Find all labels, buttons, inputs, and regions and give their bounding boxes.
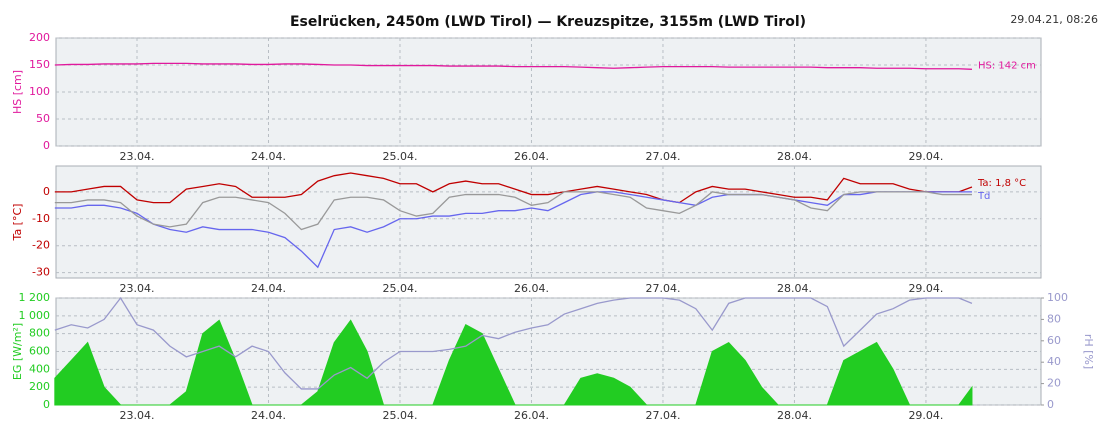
series-line [54, 191, 972, 231]
x-tick-label: 29.04. [908, 409, 943, 422]
series-line [54, 172, 973, 204]
x-tick-label: 25.04. [382, 282, 417, 295]
y2-tick-label: 20 [1047, 377, 1061, 390]
series-line [54, 296, 973, 390]
x-tick-label: 23.04. [119, 150, 154, 163]
y-tick-label: 0 [43, 139, 50, 152]
y-tick-label: 50 [36, 112, 50, 125]
x-tick-label: 29.04. [908, 150, 943, 163]
x-tick-label: 23.04. [119, 282, 154, 295]
chart-title: Eselrücken, 2450m (LWD Tirol) — Kreuzspi… [290, 14, 806, 30]
y2-tick-label: 100 [1047, 291, 1068, 304]
x-tick-label: 28.04. [777, 409, 812, 422]
x-tick-label: 27.04. [645, 282, 680, 295]
y-tick-label: 100 [29, 85, 50, 98]
x-tick-label: 26.04. [514, 150, 549, 163]
y2-tick-label: 60 [1047, 334, 1061, 347]
x-tick-label: 28.04. [777, 282, 812, 295]
x-tick-label: 27.04. [645, 150, 680, 163]
series-area [54, 319, 973, 406]
y-tick-label: 200 [29, 380, 50, 393]
y-tick-label: 0 [43, 398, 50, 411]
y-tick-label: -30 [32, 266, 50, 279]
y2-tick-label: 0 [1047, 398, 1054, 411]
x-tick-label: 24.04. [251, 282, 286, 295]
y2-axis-label: rH [%] [1082, 334, 1095, 369]
x-tick-label: 29.04. [908, 282, 943, 295]
series-label: Td [977, 191, 990, 202]
x-tick-label: 26.04. [514, 282, 549, 295]
series-line [54, 62, 972, 70]
y-tick-label: 0 [43, 185, 50, 198]
y-tick-label: 800 [29, 327, 50, 340]
timestamp: 29.04.21, 08:26 [1010, 13, 1098, 26]
x-tick-label: 25.04. [382, 150, 417, 163]
y-tick-label: 150 [29, 58, 50, 71]
x-tick-label: 25.04. [382, 409, 417, 422]
x-tick-label: 23.04. [119, 409, 154, 422]
x-tick-label: 27.04. [645, 409, 680, 422]
x-tick-label: 26.04. [514, 409, 549, 422]
series-label: HS: 142 cm [978, 60, 1036, 71]
y-tick-label: 200 [29, 31, 50, 44]
y-axis-label: Ta [°C] [11, 204, 24, 242]
y-tick-label: 400 [29, 362, 50, 375]
y-axis-label: HS [cm] [11, 70, 24, 114]
x-tick-label: 24.04. [251, 150, 286, 163]
y-axis-label: EG [W/m²] [11, 323, 24, 380]
y-tick-label: 1 200 [19, 291, 51, 304]
x-tick-label: 24.04. [251, 409, 286, 422]
plot-area [55, 165, 1042, 279]
y2-tick-label: 40 [1047, 355, 1061, 368]
series-label: Ta: 1,8 °C [977, 178, 1026, 189]
y-tick-label: 600 [29, 345, 50, 358]
y-tick-label: -20 [32, 239, 50, 252]
series-line [54, 191, 972, 269]
x-tick-label: 28.04. [777, 150, 812, 163]
y-tick-label: -10 [32, 212, 50, 225]
y-tick-label: 1 000 [19, 309, 51, 322]
y2-tick-label: 80 [1047, 312, 1061, 325]
